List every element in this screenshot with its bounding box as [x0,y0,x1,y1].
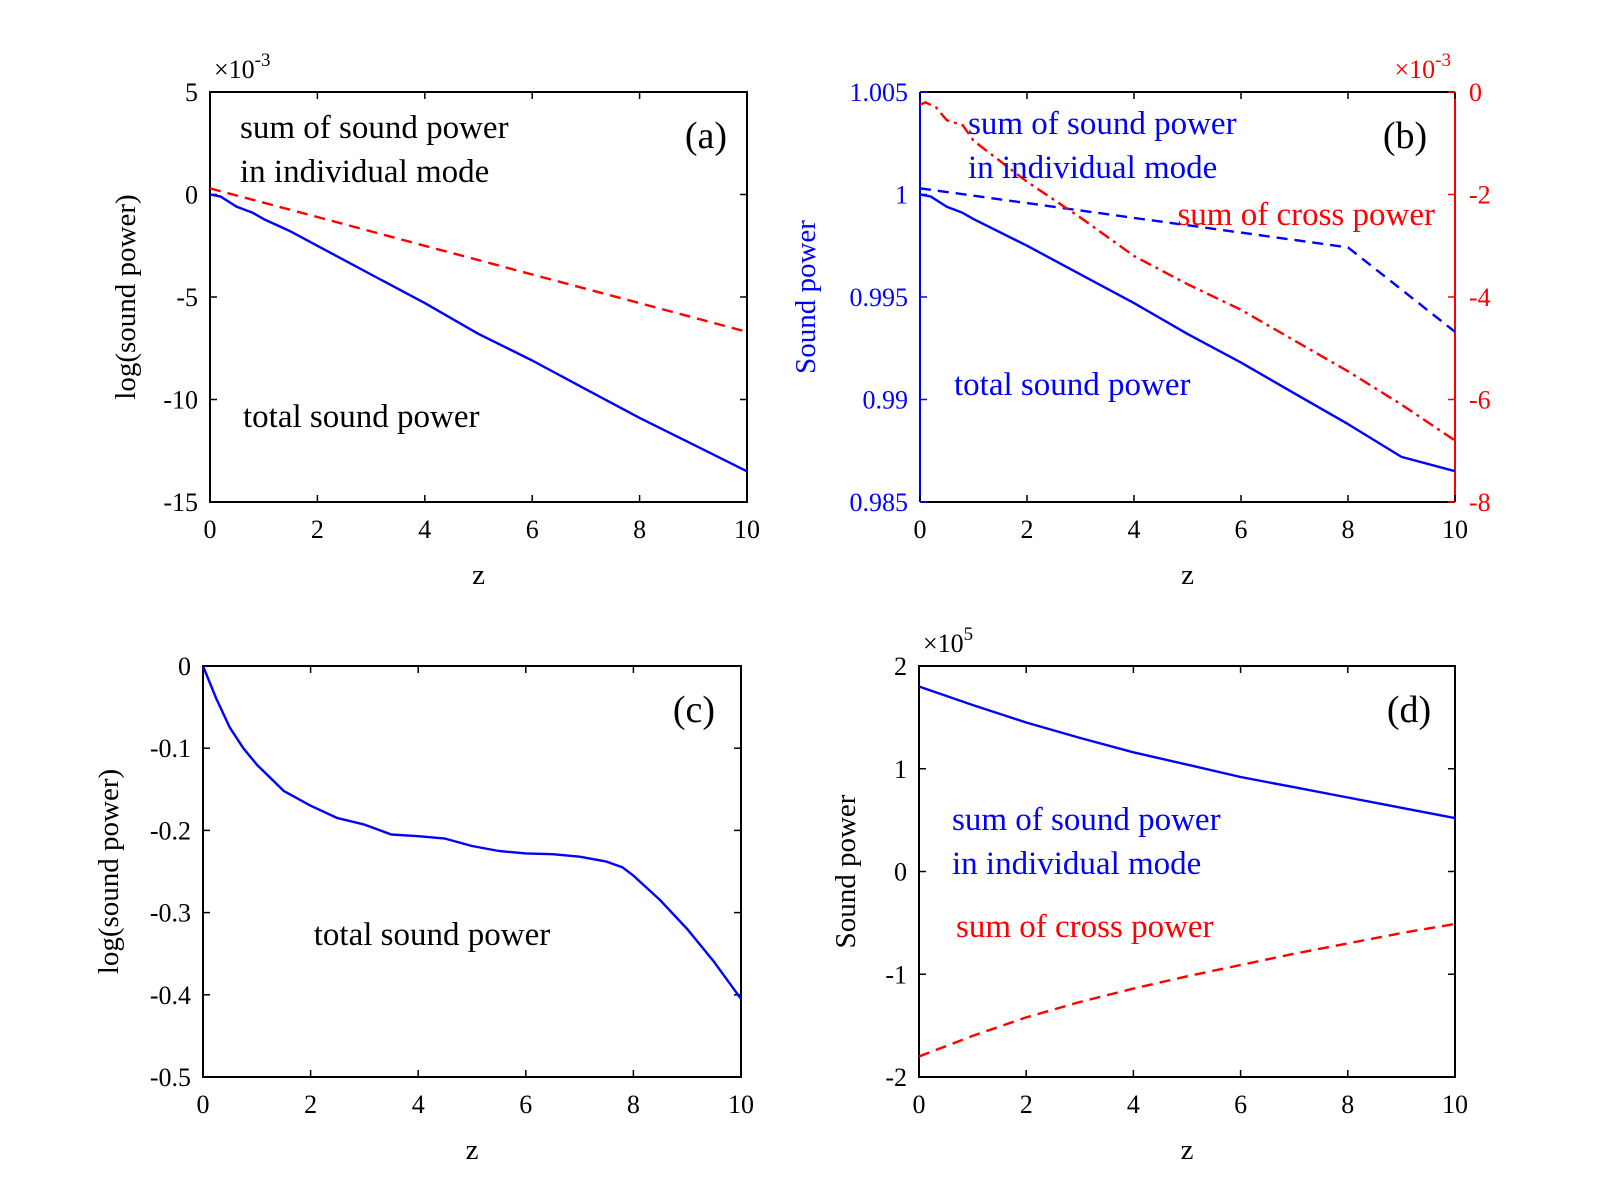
y-tick-label: -0.3 [150,899,191,928]
annotation: total sound power [314,917,550,953]
y-tick-label: 1 [894,755,907,784]
panel-label: (d) [1387,689,1431,731]
annotation: in individual mode [952,846,1201,882]
series-line-0 [918,685,1456,820]
annotation: total sound power [243,399,479,435]
y-tick-label: 0 [894,858,907,887]
y-exponent: ×10-3 [214,50,271,84]
x-tick-label: 4 [418,515,431,544]
panel-a: 0 2 4 6 8 10 z 5 0 -5 -10 -15 log(sound power) ×10-3 (… [110,50,760,591]
y-tick-label: 0.99 [863,386,909,415]
panel-label: (b) [1383,115,1427,157]
panel-b: 0 2 4 6 8 10 z 1.005 1 0.995 0.99 0.985 Sound power 0… [790,50,1491,591]
y2-tick-label: -8 [1469,488,1491,517]
x-tick-label: 6 [526,515,539,544]
series-line-1 [919,193,1456,473]
y-tick-label: -10 [163,386,198,415]
x-tick-label: 2 [311,515,324,544]
x-axis-label: z [466,1134,479,1166]
x-tick-label: 10 [1442,1090,1468,1119]
y-tick-label: -0.4 [150,981,191,1010]
panel-label: (a) [685,115,727,157]
y2-tick-label: -6 [1469,386,1491,415]
y2-tick-label: 0 [1469,78,1482,107]
y-tick-label: 0.985 [850,488,909,517]
series-line-0 [209,187,748,334]
x-axis-label: z [1181,1134,1194,1166]
x-tick-label: 0 [197,1090,210,1119]
series-line-1 [209,193,748,473]
y-axis-label: Sound power [830,794,862,948]
annotation: sum of sound power [952,802,1221,838]
y-axis-label: log(sound power) [110,194,142,399]
y2-exponent: ×10-3 [1395,50,1452,84]
y2-tick-label: -2 [1469,181,1491,210]
x-tick-label: 8 [633,515,646,544]
x-tick-label: 8 [627,1090,640,1119]
annotation: in individual mode [968,150,1217,186]
annotation: sum of cross power [956,909,1214,945]
x-tick-label: 8 [1342,515,1355,544]
x-axis-label: z [1181,559,1194,591]
y-tick-label: 0.995 [850,283,909,312]
y-tick-label: -0.5 [150,1063,191,1092]
annotation: in individual mode [240,154,489,190]
y-tick-label: 1.005 [850,78,909,107]
y-tick-label: 2 [894,652,907,681]
x-tick-label: 6 [1234,1090,1247,1119]
y2-tick-label: -4 [1469,283,1491,312]
x-tick-label: 0 [913,1090,926,1119]
annotation: sum of cross power [1177,197,1435,233]
axes-frame [202,665,742,1078]
x-tick-label: 0 [204,515,217,544]
x-tick-label: 8 [1341,1090,1354,1119]
annotation: sum of sound power [240,110,509,146]
annotation: sum of sound power [968,106,1237,142]
panel-label: (c) [673,689,715,731]
y-exponent: ×105 [923,624,973,658]
series-line-2 [919,101,1456,442]
y-tick-label: -15 [163,488,198,517]
x-tick-label: 2 [304,1090,317,1119]
y-tick-label: 0 [178,652,191,681]
x-tick-label: 4 [412,1090,425,1119]
y-tick-label: 1 [895,181,908,210]
x-tick-label: 4 [1128,515,1141,544]
annotation: total sound power [954,367,1190,403]
x-tick-label: 10 [1442,515,1468,544]
x-tick-label: 2 [1020,1090,1033,1119]
y-tick-label: -1 [885,960,907,989]
x-tick-label: 2 [1021,515,1034,544]
series-line-0 [201,665,742,1000]
y-tick-label: 0 [185,181,198,210]
y-tick-label: -0.2 [150,816,191,845]
x-tick-label: 10 [734,515,760,544]
x-tick-label: 4 [1127,1090,1140,1119]
x-tick-label: 0 [914,515,927,544]
y-tick-label: -5 [176,283,198,312]
x-tick-label: 6 [519,1090,532,1119]
y-axis-label: log(sound power) [93,769,125,974]
y-axis-label: Sound power [790,220,822,374]
series-line-1 [918,922,1456,1058]
panel-c: 0 2 4 6 8 10 z 0 -0.1 -0.2 -0.3 -0.4 -0.5 log(sound p… [93,652,754,1166]
x-axis-label: z [472,559,485,591]
x-tick-label: 10 [728,1090,754,1119]
y-tick-label: -0.1 [150,734,191,763]
x-tick-label: 6 [1235,515,1248,544]
y-tick-label: 5 [185,78,198,107]
series-line-0 [919,187,1456,333]
y-tick-label: -2 [885,1063,907,1092]
